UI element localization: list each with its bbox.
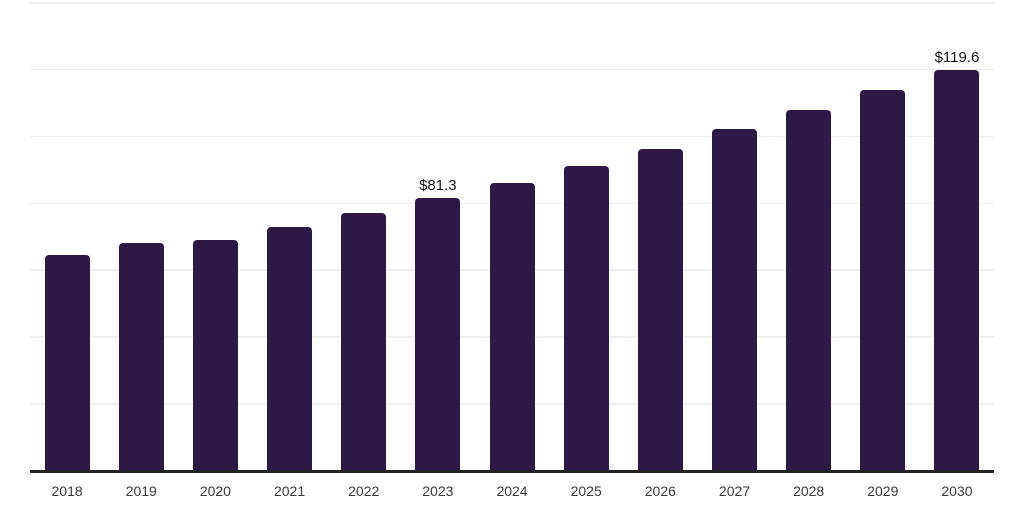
gridline-100	[30, 135, 994, 138]
x-tick-2019: 2019	[125, 483, 157, 499]
bar-column-2023: $81.3	[401, 0, 475, 470]
bar-2024[interactable]	[489, 182, 535, 470]
bar-column-2025	[549, 0, 623, 470]
bar-2026[interactable]	[637, 149, 683, 470]
bar-column-2020	[178, 0, 252, 470]
bar-column-2030: $119.6	[920, 0, 994, 470]
x-tick-2028: 2028	[793, 483, 825, 499]
bar-column-2024	[475, 0, 549, 470]
bar-value-label-2023: $81.3	[419, 177, 457, 195]
bar-2021[interactable]	[267, 227, 313, 470]
x-tick-2022: 2022	[348, 483, 380, 499]
x-tick-2023: 2023	[422, 483, 454, 499]
x-tick-2026: 2026	[644, 483, 676, 499]
bar-2030[interactable]	[934, 70, 980, 470]
bar-2020[interactable]	[192, 240, 238, 470]
bar-column-2018	[30, 0, 104, 470]
bar-column-2027	[697, 0, 771, 470]
bar-2027[interactable]	[711, 129, 757, 470]
x-axis-line	[30, 470, 994, 473]
bar-column-2026	[623, 0, 697, 470]
bars-row: $81.3 $119.6	[30, 0, 994, 470]
x-tick-2018: 2018	[51, 483, 83, 499]
bar-2028[interactable]	[786, 110, 832, 470]
x-tick-2020: 2020	[199, 483, 231, 499]
bar-2023[interactable]	[415, 198, 461, 470]
x-axis-ticks: 2018 2019 2020 2021 2022 2023 2024 2025 2026 2027…	[30, 483, 994, 499]
bar-column-2021	[252, 0, 326, 470]
gridline-120	[30, 68, 994, 71]
plot-area: $81.3 $119.6 2018 2019 2020 2021 2022 2023 2024…	[30, 0, 994, 512]
bar-2025[interactable]	[563, 166, 609, 470]
x-tick-2024: 2024	[496, 483, 528, 499]
bar-2019[interactable]	[118, 243, 164, 470]
x-tick-2025: 2025	[570, 483, 602, 499]
bar-2022[interactable]	[341, 212, 387, 470]
x-tick-2027: 2027	[718, 483, 751, 499]
bar-2029[interactable]	[860, 89, 906, 470]
x-tick-2029: 2029	[867, 483, 899, 499]
x-tick-2021: 2021	[273, 483, 306, 499]
bar-column-2019	[104, 0, 178, 470]
bar-column-2028	[772, 0, 846, 470]
bar-column-2022	[327, 0, 401, 470]
gridline-140	[30, 2, 994, 4]
bar-2018[interactable]	[44, 255, 90, 470]
bar-column-2029	[846, 0, 920, 470]
bar-value-label-2030: $119.6	[934, 49, 980, 67]
x-tick-2030: 2030	[941, 483, 973, 499]
